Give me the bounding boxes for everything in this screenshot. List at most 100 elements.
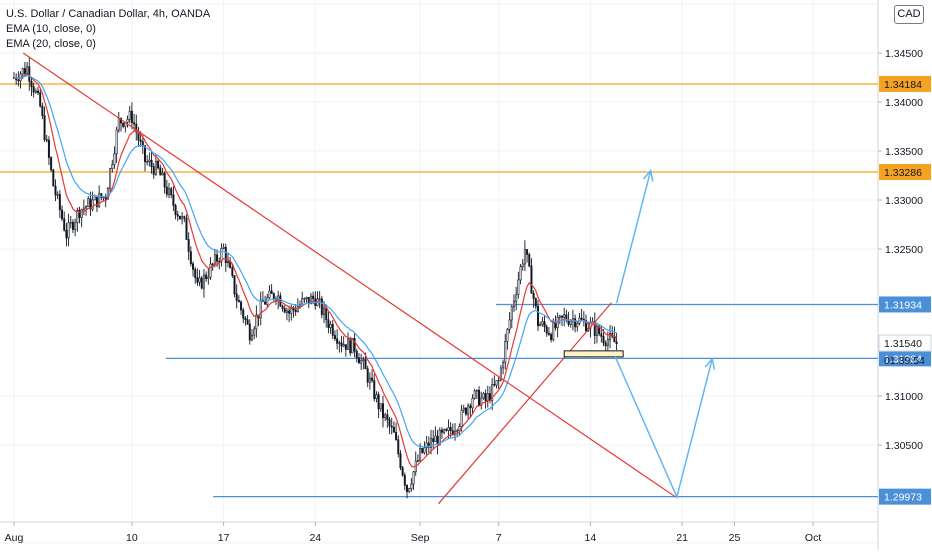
candle-body — [270, 290, 273, 294]
candle-body — [434, 435, 437, 443]
currency-button[interactable]: CAD — [894, 5, 924, 24]
uptrend-trendline[interactable] — [437, 302, 612, 505]
candle-body — [157, 160, 160, 169]
candle-body — [410, 483, 413, 489]
candle-body — [493, 384, 496, 386]
candle-body — [305, 296, 308, 299]
candle-body — [371, 377, 374, 381]
candle-body — [353, 338, 356, 352]
candle-body — [290, 308, 293, 314]
candle-body — [399, 453, 402, 468]
candle-body — [482, 393, 485, 399]
candle-body — [440, 429, 443, 433]
candle-body — [178, 215, 181, 220]
ema10-legend: EMA (10, close, 0) — [6, 23, 96, 35]
candle-body — [309, 295, 312, 305]
candle-body — [91, 199, 94, 210]
candle-body — [403, 474, 406, 486]
candle-body — [109, 168, 112, 189]
candle-body — [569, 320, 572, 325]
bullish-arrow-head — [642, 168, 654, 182]
candle-body — [71, 221, 74, 230]
x-tick-label: 25 — [729, 532, 741, 544]
ema20-line — [13, 74, 617, 448]
candle-body — [285, 310, 288, 313]
support-zone-rect[interactable] — [563, 350, 624, 358]
price-label-text: 1.31934 — [884, 299, 922, 311]
bearish-projection-path[interactable] — [614, 356, 713, 500]
candle-body — [192, 263, 195, 270]
candle-body — [85, 206, 88, 209]
candle-body — [491, 384, 494, 401]
candle-body — [26, 66, 29, 74]
candle-body — [595, 325, 598, 336]
candle-body — [368, 377, 371, 383]
symbol-title: U.S. Dollar / Canadian Dollar, 4h, OANDA — [6, 8, 211, 20]
candle-body — [523, 249, 526, 265]
candle-body — [76, 209, 79, 223]
candle-body — [318, 298, 321, 300]
candle-body — [329, 324, 332, 328]
x-tick-label: 14 — [585, 532, 597, 544]
candle-body — [430, 438, 433, 448]
candle-body — [150, 159, 153, 167]
downtrend-trendline[interactable] — [22, 52, 676, 498]
y-tick-label: 1.30500 — [885, 440, 923, 452]
candle-body — [312, 295, 315, 300]
candle-body — [41, 105, 44, 116]
candle-body — [427, 442, 430, 448]
candle-body — [471, 397, 474, 409]
candle-body — [460, 409, 463, 427]
candle-body — [323, 307, 326, 315]
x-tick-label: 21 — [676, 532, 688, 544]
candle-body — [168, 188, 171, 195]
candle-body — [231, 267, 234, 276]
candle-body — [534, 298, 537, 307]
candle-body — [259, 299, 262, 319]
candle-body — [74, 222, 77, 230]
candle-body — [602, 336, 605, 344]
candle-body — [34, 90, 37, 93]
candle-body — [364, 359, 367, 370]
candle-body — [456, 430, 459, 432]
candle-body — [515, 294, 518, 302]
y-tick-label: 1.33000 — [885, 195, 923, 207]
y-tick-label: 1.32500 — [885, 244, 923, 256]
candle-body — [196, 277, 199, 283]
price-label-text: 1.31384 — [884, 353, 922, 365]
candle-body — [111, 164, 114, 169]
y-tick-label: 1.33500 — [885, 146, 923, 158]
candle-body — [447, 427, 450, 431]
candle-body — [408, 488, 411, 492]
price-label-text: 1.29973 — [884, 492, 922, 504]
candle-body — [545, 326, 548, 334]
candle-body — [272, 293, 275, 300]
candle-body — [506, 329, 509, 342]
candle-body — [187, 239, 190, 252]
candle-body — [484, 393, 487, 402]
candle-body — [63, 218, 66, 231]
candle-body — [392, 426, 395, 433]
price-label-text: 1.34184 — [884, 79, 922, 91]
candle-body — [451, 430, 454, 435]
candle-body — [283, 308, 286, 313]
candle-body — [347, 338, 350, 350]
candle-body — [144, 145, 146, 163]
candle-body — [93, 195, 96, 201]
candle-body — [561, 315, 564, 318]
candle-body — [154, 160, 157, 175]
candle-body — [23, 68, 26, 74]
candle-body — [135, 123, 138, 133]
candle-body — [397, 439, 400, 454]
candle-body — [17, 79, 20, 82]
candle-body — [526, 249, 529, 255]
candle-body — [240, 301, 243, 311]
candle-body — [296, 306, 299, 312]
candle-body — [550, 334, 553, 341]
bullish-projection-path[interactable] — [615, 170, 652, 304]
candle-body — [216, 254, 219, 262]
candle-body — [552, 322, 555, 341]
candle-body — [609, 333, 612, 340]
